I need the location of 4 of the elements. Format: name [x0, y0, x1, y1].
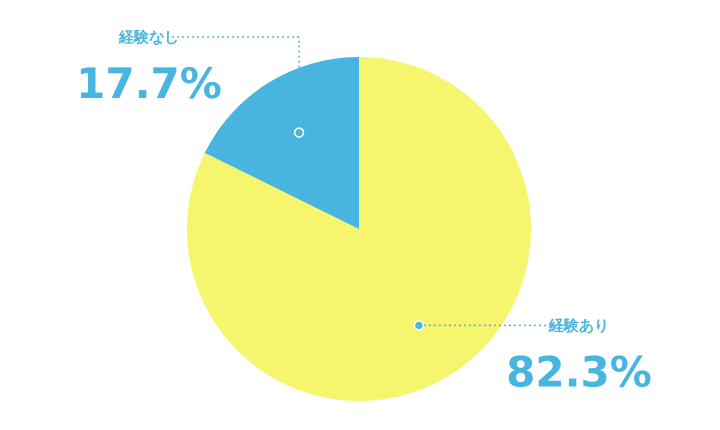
slice-label: 経験なし [118, 28, 179, 46]
data-label: 17.7% [76, 59, 222, 108]
slice-label: 経験あり [548, 316, 609, 334]
data-label: 82.3% [506, 347, 652, 396]
